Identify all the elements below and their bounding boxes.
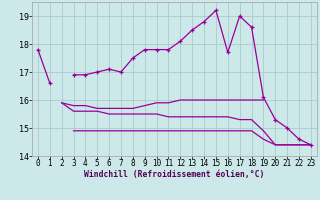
X-axis label: Windchill (Refroidissement éolien,°C): Windchill (Refroidissement éolien,°C) bbox=[84, 170, 265, 179]
